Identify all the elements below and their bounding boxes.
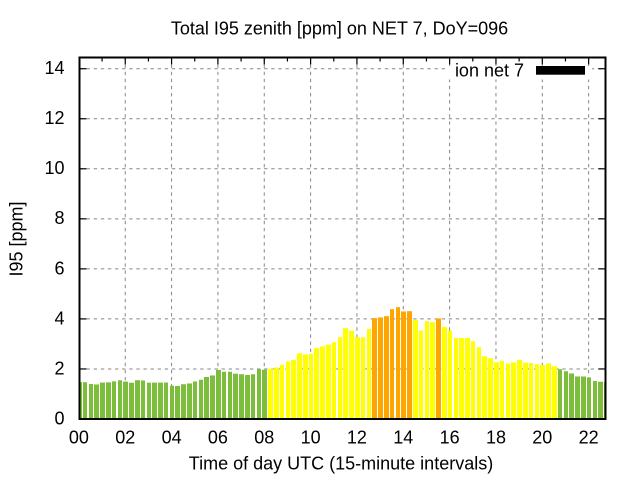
svg-text:04: 04 <box>162 428 182 448</box>
svg-text:14: 14 <box>393 428 413 448</box>
svg-text:12: 12 <box>44 108 64 128</box>
svg-text:20: 20 <box>532 428 552 448</box>
svg-text:10: 10 <box>301 428 321 448</box>
svg-text:I95 [ppm]: I95 [ppm] <box>7 201 27 276</box>
svg-text:12: 12 <box>347 428 367 448</box>
svg-text:22: 22 <box>579 428 599 448</box>
svg-text:4: 4 <box>54 308 64 328</box>
svg-text:ion net 7: ion net 7 <box>455 61 524 81</box>
svg-text:2: 2 <box>54 358 64 378</box>
svg-text:8: 8 <box>54 208 64 228</box>
svg-text:Total I95 zenith [ppm] on NET: Total I95 zenith [ppm] on NET 7, DoY=096 <box>171 18 508 38</box>
svg-text:6: 6 <box>54 258 64 278</box>
svg-text:02: 02 <box>115 428 135 448</box>
svg-text:16: 16 <box>440 428 460 448</box>
svg-text:0: 0 <box>54 408 64 428</box>
svg-text:06: 06 <box>208 428 228 448</box>
svg-text:00: 00 <box>69 428 89 448</box>
svg-text:08: 08 <box>254 428 274 448</box>
svg-text:18: 18 <box>486 428 506 448</box>
svg-text:Time of day UTC (15-minute int: Time of day UTC (15-minute intervals) <box>189 454 493 474</box>
svg-text:14: 14 <box>44 58 64 78</box>
svg-text:10: 10 <box>44 158 64 178</box>
